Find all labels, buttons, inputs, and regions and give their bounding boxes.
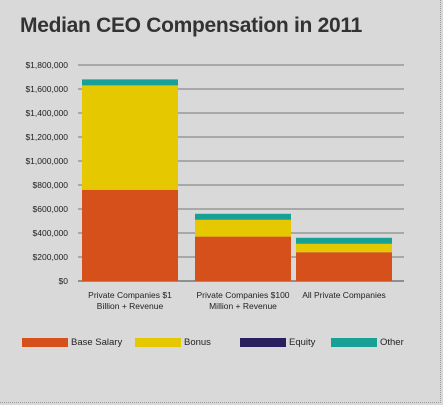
- legend-swatch-bonus: [135, 337, 181, 347]
- category-label-line: All Private Companies: [302, 290, 386, 300]
- legend-item-equity: Equity: [240, 334, 315, 350]
- legend-swatch-base-salary: [22, 337, 68, 347]
- bar-segment-base-salary: [195, 236, 291, 281]
- chart-title: Median CEO Compensation in 2011: [20, 14, 362, 37]
- bar-segment-base-salary: [296, 252, 392, 281]
- legend-label-other: Other: [380, 336, 404, 348]
- category-label: All Private Companies: [302, 290, 386, 300]
- category-label: Private Companies $1 Billion + Revenue: [88, 290, 172, 311]
- legend-swatch-other: [331, 337, 377, 347]
- category-label-line: Private Companies $100: [196, 290, 289, 300]
- y-tick-label: $1,600,000: [25, 84, 68, 94]
- chart-legend: Base Salary Bonus Equity Other: [0, 334, 443, 352]
- legend-item-base-salary: Base Salary: [22, 334, 122, 350]
- bar-segment-bonus: [195, 219, 291, 237]
- category-label-line: Billion + Revenue: [97, 301, 164, 311]
- bar-segment-other: [296, 237, 392, 244]
- legend-label-base-salary: Base Salary: [71, 336, 123, 348]
- category-label-line: Million + Revenue: [209, 301, 277, 311]
- y-tick-label: $1,400,000: [25, 108, 68, 118]
- bar-segment-other: [82, 79, 178, 86]
- y-tick-label: $1,000,000: [25, 156, 68, 166]
- legend-label-equity: Equity: [289, 336, 316, 348]
- legend-swatch-equity: [240, 337, 286, 347]
- y-tick-label: $200,000: [33, 252, 69, 262]
- y-tick-label: $1,200,000: [25, 132, 68, 142]
- y-tick-label: $800,000: [33, 180, 69, 190]
- bar-segment-base-salary: [82, 189, 178, 281]
- legend-item-bonus: Bonus: [135, 334, 211, 350]
- legend-item-other: Other: [331, 334, 404, 350]
- category-label: Private Companies $100 Million + Revenue: [196, 290, 289, 311]
- category-label-line: Private Companies $1: [88, 290, 172, 300]
- y-tick-label: $1,800,000: [25, 60, 68, 70]
- bar-segment-bonus: [296, 243, 392, 253]
- y-tick-label: $400,000: [33, 228, 69, 238]
- bar-segment-other: [195, 213, 291, 220]
- y-tick-label: $0: [59, 276, 69, 286]
- bar-segment-bonus: [82, 85, 178, 190]
- bar-chart: $1,800,000 $1,600,000 $1,400,000 $1,200,000…: [25, 60, 404, 311]
- legend-label-bonus: Bonus: [184, 336, 211, 348]
- y-tick-label: $600,000: [33, 204, 69, 214]
